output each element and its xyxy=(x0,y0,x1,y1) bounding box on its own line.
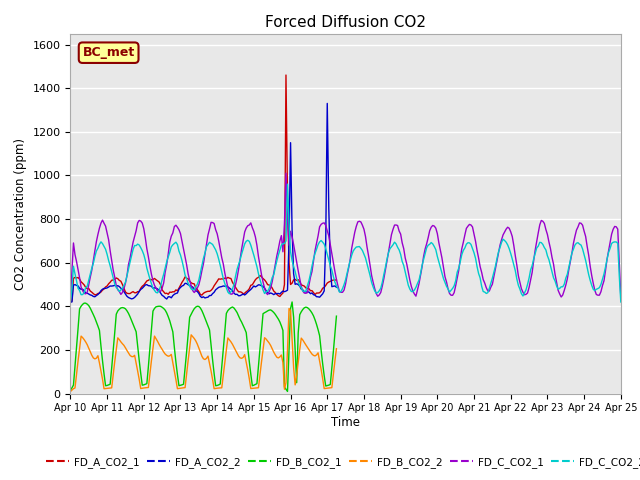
Text: BC_met: BC_met xyxy=(83,46,135,59)
Y-axis label: CO2 Concentration (ppm): CO2 Concentration (ppm) xyxy=(14,138,27,289)
X-axis label: Time: Time xyxy=(331,416,360,429)
Title: Forced Diffusion CO2: Forced Diffusion CO2 xyxy=(265,15,426,30)
Legend: FD_A_CO2_1, FD_A_CO2_2, FD_B_CO2_1, FD_B_CO2_2, FD_C_CO2_1, FD_C_CO2_2: FD_A_CO2_1, FD_A_CO2_2, FD_B_CO2_1, FD_B… xyxy=(42,453,640,472)
